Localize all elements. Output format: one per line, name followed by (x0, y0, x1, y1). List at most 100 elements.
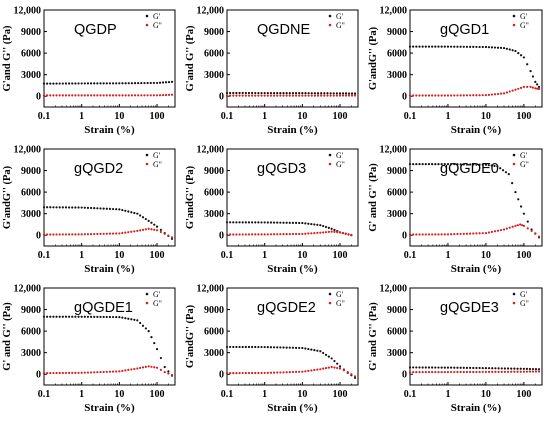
y-tick-label: 9000 (387, 27, 407, 38)
data-point (71, 371, 74, 374)
data-point (64, 206, 68, 209)
chart-panel-gQGD3: 0 3000 6000 9000 12,000 0.1 1 10 100 Strain (%) G'… (183, 139, 366, 278)
legend-marker (512, 14, 516, 18)
data-point (150, 335, 153, 339)
data-point (456, 163, 459, 166)
data-point (133, 94, 137, 97)
data-point (89, 315, 93, 318)
data-point (111, 232, 115, 235)
data-point (276, 221, 279, 224)
data-point (522, 367, 525, 370)
data-point (508, 48, 511, 51)
data-point (108, 315, 112, 319)
data-point (307, 347, 310, 351)
data-point (475, 45, 478, 49)
data-point (244, 91, 247, 95)
data-point (536, 83, 539, 86)
data-point (42, 94, 46, 97)
data-point (143, 94, 146, 97)
data-point (487, 93, 491, 96)
data-point (408, 162, 412, 166)
data-point (244, 233, 247, 236)
data-point (232, 345, 235, 349)
data-point (163, 370, 166, 374)
data-point (272, 91, 276, 95)
y-tick-label: 6000 (204, 188, 224, 199)
data-point (272, 346, 276, 349)
y-tick-label: 9000 (204, 27, 224, 38)
legend-label: G'' (520, 21, 529, 30)
y-axis-title: G' and G'' (Pa) (368, 163, 379, 232)
chart-svg: 0 3000 6000 9000 12,000 0.1 1 10 100 Strain (%) G'… (185, 6, 359, 136)
data-point (304, 232, 307, 235)
data-point (167, 93, 171, 96)
data-point (140, 94, 143, 97)
panel-title: gQGD3 (257, 161, 306, 177)
y-tick-label: 3000 (21, 70, 41, 81)
data-point (294, 92, 298, 95)
data-point (141, 216, 145, 219)
data-point (500, 370, 503, 373)
data-point (307, 92, 310, 95)
data-point (99, 315, 102, 319)
data-point (64, 82, 68, 85)
data-point (46, 206, 49, 209)
data-point (285, 371, 288, 374)
plot-frame (226, 148, 359, 247)
legend-label: G' (153, 290, 161, 299)
data-point (301, 94, 304, 97)
y-tick-label: 12,000 (197, 6, 225, 17)
data-point (525, 367, 529, 371)
data-point (152, 94, 155, 97)
data-point (446, 94, 450, 97)
data-point (505, 91, 508, 94)
data-point (254, 233, 257, 236)
data-point (42, 315, 46, 318)
data-point (446, 45, 450, 48)
data-point (499, 46, 503, 50)
data-point (99, 82, 102, 85)
data-point (136, 212, 139, 215)
chart-svg: 0 3000 6000 9000 12,000 0.1 1 10 100 Strain (%) G'… (2, 145, 176, 275)
data-point (225, 372, 229, 375)
data-point (167, 370, 170, 373)
data-point (491, 370, 494, 373)
data-point (353, 94, 357, 97)
chart-svg: 0 3000 6000 9000 12,000 0.1 1 10 100 Strain (%) G'… (368, 284, 543, 414)
data-point (108, 82, 112, 85)
x-tick-label: 100 (150, 389, 165, 400)
data-point (159, 230, 162, 234)
data-point (137, 94, 140, 97)
data-point (301, 92, 304, 95)
legend-marker (328, 292, 332, 296)
data-point (229, 94, 232, 97)
data-point (46, 94, 49, 97)
data-point (494, 367, 497, 370)
x-tick-label: 1 (262, 111, 267, 122)
y-axis-title: G'and G'' (Pa) (185, 25, 196, 91)
y-tick-label: 6000 (387, 49, 407, 60)
data-point (519, 54, 523, 57)
data-point (310, 94, 313, 97)
data-point (415, 94, 418, 97)
data-point (465, 94, 469, 97)
data-point (80, 206, 83, 209)
x-axis-title: Strain (%) (451, 263, 502, 275)
data-point (241, 345, 244, 349)
data-point (462, 370, 465, 374)
chart-panel-gQGDE0: 0 3000 6000 9000 12,000 0.1 1 10 100 Strain (%) G'… (366, 139, 550, 278)
y-tick-label: 0 (219, 231, 224, 242)
y-tick-label: 0 (36, 92, 41, 103)
data-point (266, 371, 269, 374)
series-gpp (408, 85, 541, 97)
data-point (437, 45, 440, 48)
data-point (276, 371, 279, 374)
data-point (519, 370, 522, 373)
data-point (170, 236, 174, 239)
data-point (121, 369, 124, 372)
data-point (443, 162, 446, 166)
data-point (272, 371, 276, 374)
data-point (254, 345, 257, 349)
legend-label: G'' (153, 160, 162, 169)
data-point (49, 315, 52, 318)
